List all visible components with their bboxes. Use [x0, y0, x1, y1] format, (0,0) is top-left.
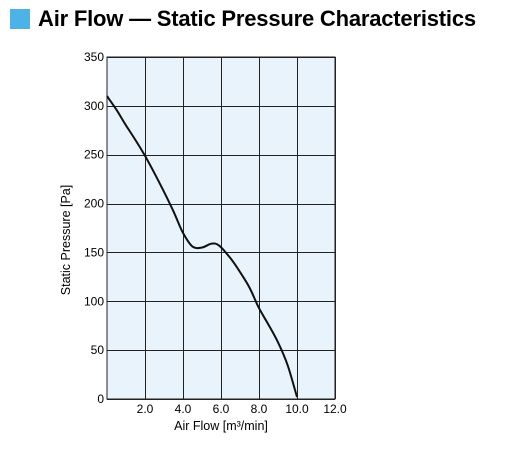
y-tick-label: 250 [84, 148, 104, 162]
chart-title: Air Flow — Static Pressure Characteristi… [38, 6, 476, 31]
y-tick-label: 50 [91, 343, 105, 357]
vertical-gridlines [145, 57, 336, 399]
y-tick-label: 200 [84, 197, 104, 211]
y-tick-label: 0 [97, 392, 104, 406]
chart-heading: Air Flow — Static Pressure Characteristi… [10, 4, 476, 34]
y-tick-label: 350 [84, 50, 104, 64]
x-tick-label: 6.0 [213, 402, 230, 416]
x-tick-labels: 2.0 4.0 6.0 8.0 10.0 12.0 [137, 402, 347, 416]
y-tick-label: 300 [84, 99, 104, 113]
x-tick-label: 10.0 [285, 402, 309, 416]
x-tick-label: 12.0 [323, 402, 347, 416]
y-tick-label: 150 [84, 245, 104, 259]
x-tick-label: 2.0 [137, 402, 154, 416]
y-tick-label: 100 [84, 294, 104, 308]
y-axis-label: Static Pressure [Pa] [59, 185, 73, 295]
heading-accent-square [10, 9, 30, 29]
x-axis-label: Air Flow [m³/min] [174, 419, 268, 433]
y-tick-labels: 0 50 100 150 200 250 300 350 [84, 50, 104, 406]
pressure-curve-line [106, 95, 298, 398]
x-tick-label: 8.0 [251, 402, 268, 416]
x-tick-label: 4.0 [175, 402, 192, 416]
